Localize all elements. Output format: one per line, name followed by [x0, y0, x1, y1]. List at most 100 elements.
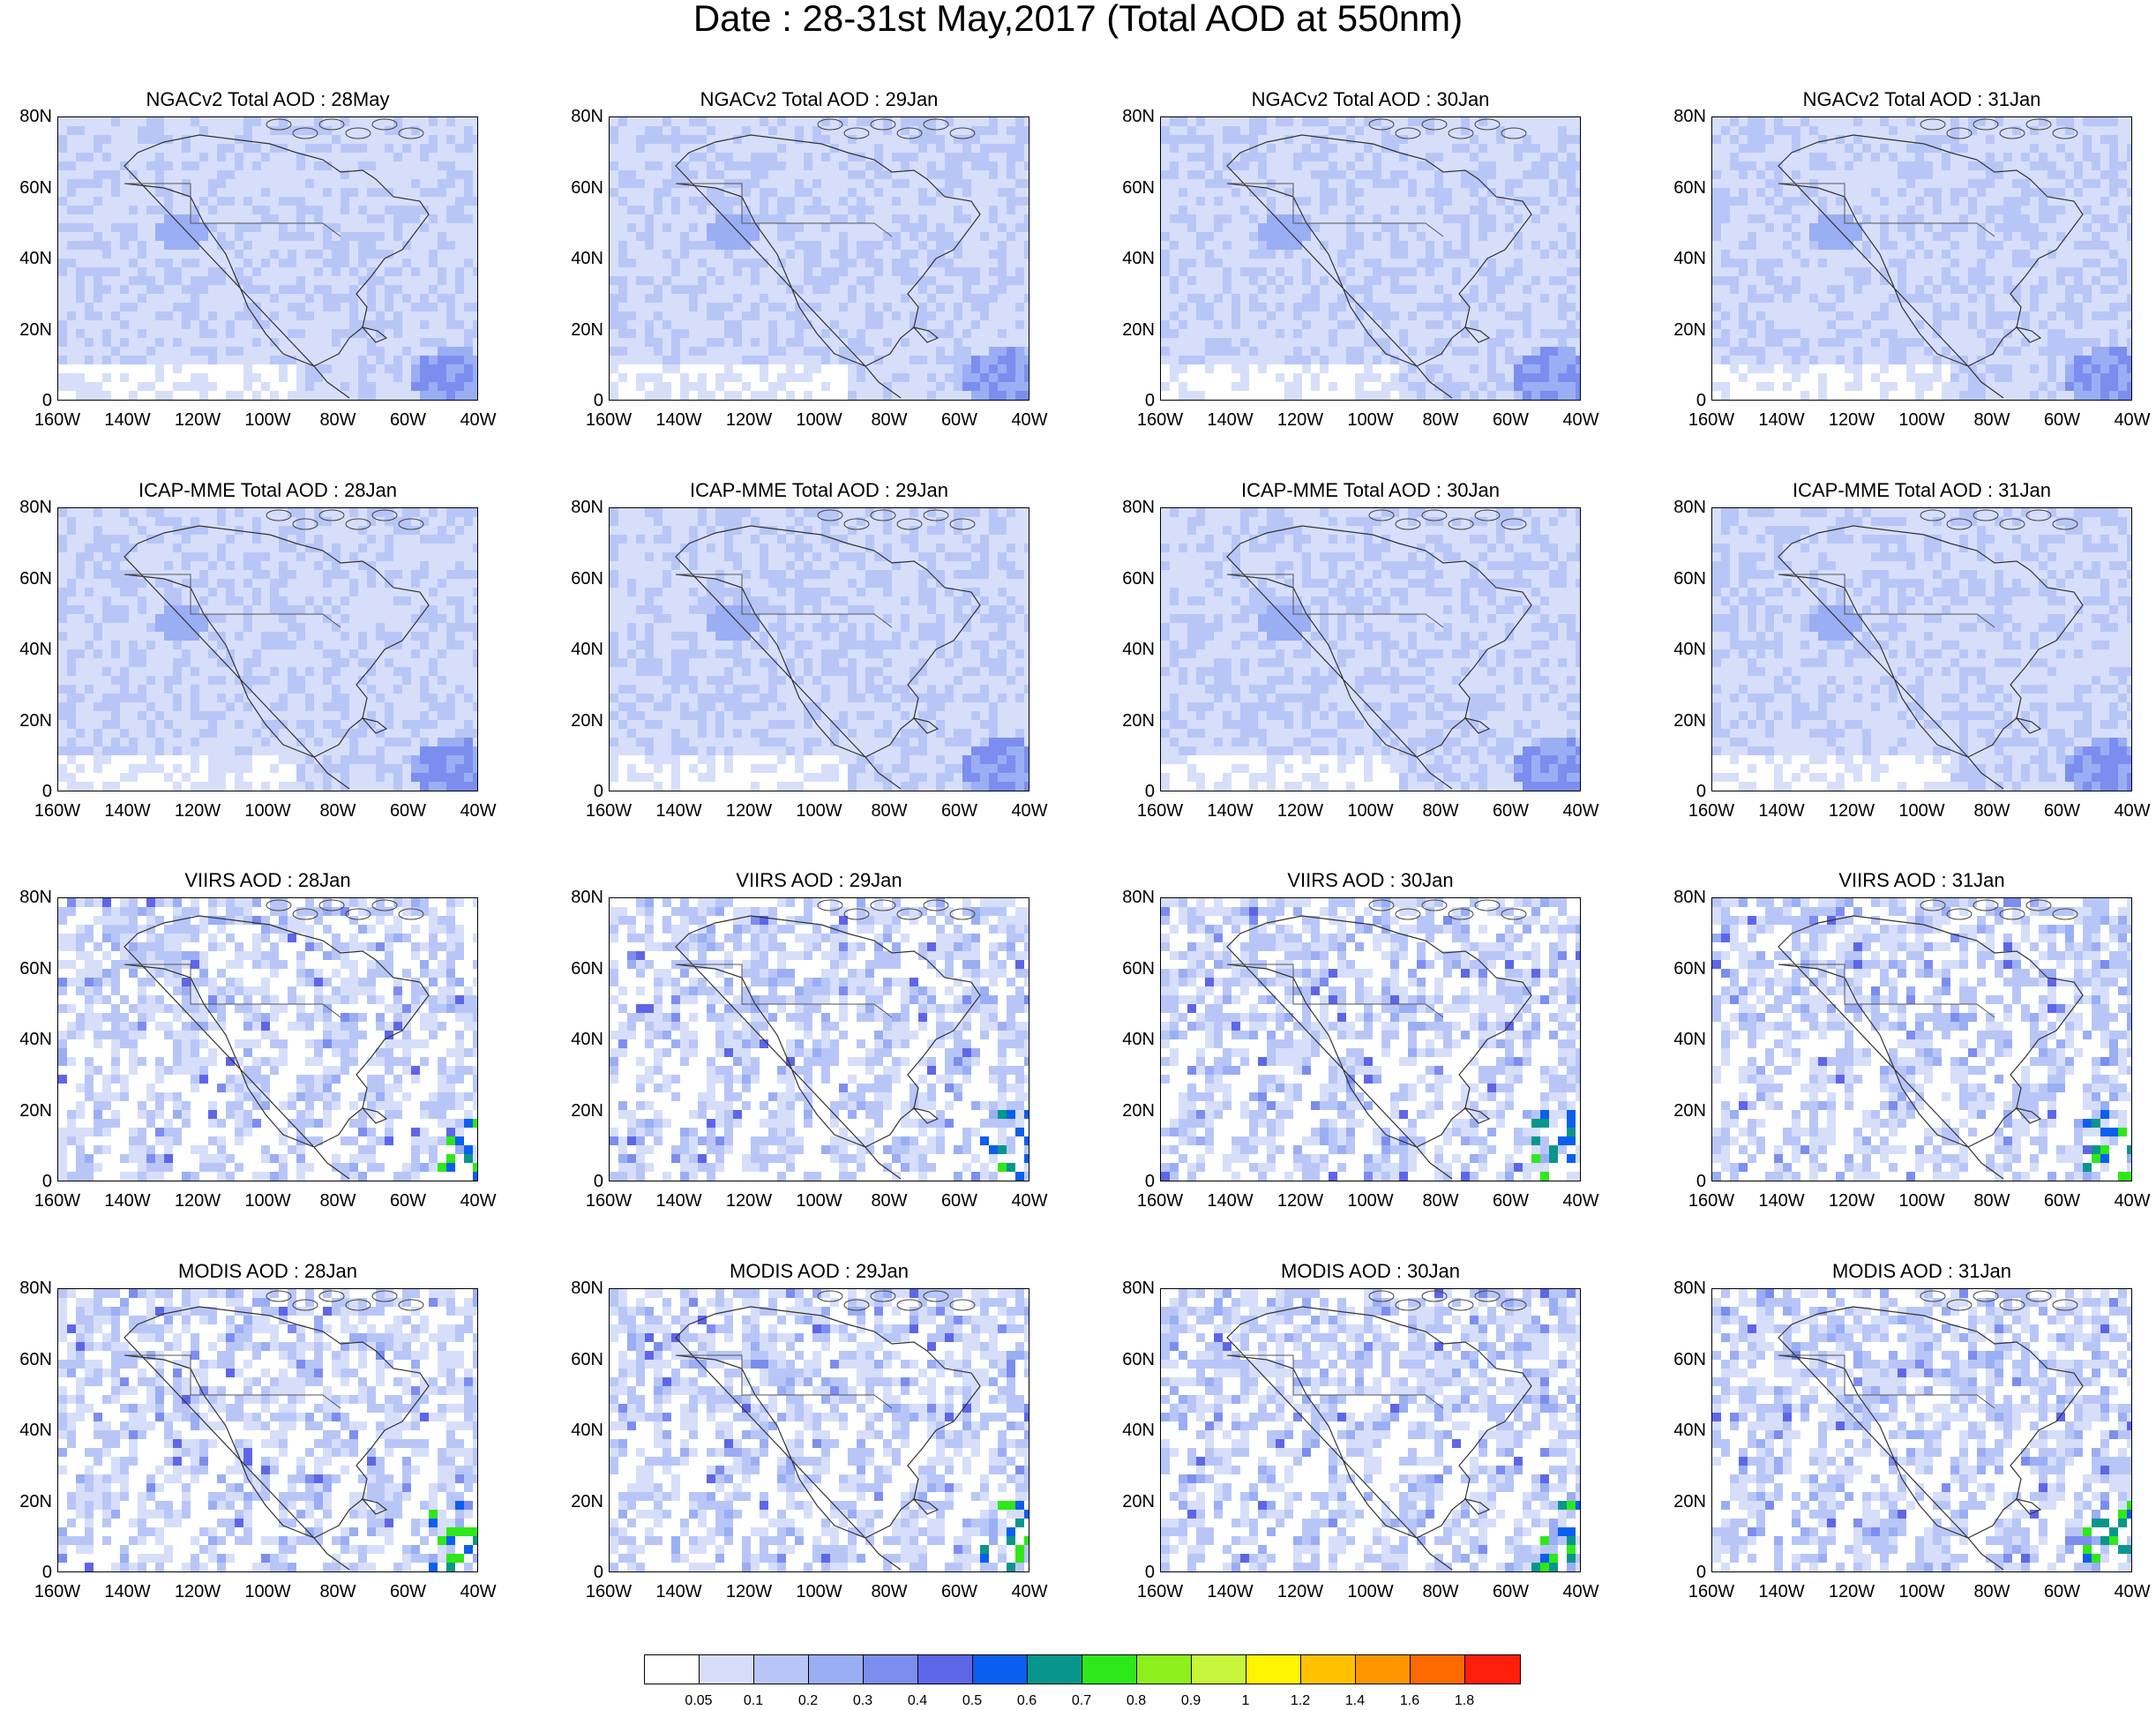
aod-grid-cell	[857, 259, 865, 267]
aod-grid-cell	[1170, 241, 1179, 250]
aod-grid-cell	[1223, 153, 1231, 161]
aod-grid-cell	[252, 320, 261, 329]
aod-grid-cell	[94, 267, 102, 276]
aod-grid-cell	[146, 382, 155, 391]
aod-grid-cell	[1514, 117, 1523, 126]
aod-grid-cell	[998, 179, 1007, 188]
aod-grid-cell	[1399, 356, 1408, 364]
aod-grid-cell	[1015, 223, 1024, 232]
aod-grid-cell	[332, 206, 341, 214]
aod-grid-cell	[962, 179, 971, 188]
aod-grid-cell	[155, 294, 164, 303]
aod-grid-cell	[182, 267, 191, 276]
aod-grid-cell	[724, 206, 733, 214]
aod-grid-cell	[1496, 144, 1505, 153]
aod-grid-cell	[645, 144, 654, 153]
aod-grid-cell	[936, 347, 945, 356]
aod-grid-cell	[724, 232, 733, 241]
aod-grid-cell	[1479, 197, 1487, 206]
aod-grid-cell	[58, 188, 67, 197]
aod-grid-cell	[67, 117, 76, 126]
aod-grid-cell	[146, 170, 155, 179]
aod-grid-cell	[998, 303, 1007, 311]
aod-grid-cell	[1871, 126, 1880, 135]
aod-grid-cell	[680, 241, 689, 250]
aod-grid-cell	[1809, 161, 1818, 170]
aod-grid-cell	[341, 241, 349, 250]
aod-grid-cell	[1170, 400, 1179, 401]
aod-grid-cell	[129, 259, 138, 267]
aod-grid-cell	[1549, 170, 1558, 179]
aod-grid-cell	[1231, 223, 1240, 232]
aod-grid-cell	[715, 223, 724, 232]
aod-grid-cell	[420, 276, 429, 285]
aod-grid-cell	[1311, 311, 1320, 320]
aod-grid-cell	[111, 320, 120, 329]
aod-grid-cell	[865, 329, 874, 338]
aod-grid-cell	[191, 329, 199, 338]
aod-grid-cell	[848, 364, 857, 373]
aod-grid-cell	[663, 126, 671, 135]
aod-grid-cell	[288, 223, 296, 232]
aod-grid-cell	[1240, 126, 1249, 135]
aod-grid-cell	[1267, 161, 1276, 170]
aod-grid-cell	[420, 144, 429, 153]
aod-grid-cell	[314, 232, 323, 241]
aod-grid-cell	[402, 188, 411, 197]
aod-grid-cell	[173, 117, 182, 126]
aod-grid-cell	[1293, 285, 1302, 294]
aod-grid-cell	[1576, 126, 1580, 135]
aod-grid-cell	[411, 294, 420, 303]
aod-grid-cell	[182, 206, 191, 214]
aod-grid-cell	[252, 241, 261, 250]
aod-grid-cell	[1514, 259, 1523, 267]
aod-grid-cell	[385, 214, 393, 223]
aod-grid-cell	[1408, 303, 1417, 311]
aod-grid-cell	[464, 232, 473, 241]
aod-grid-cell	[173, 232, 182, 241]
aod-grid-cell	[927, 188, 936, 197]
aod-grid-cell	[689, 347, 698, 356]
aod-grid-cell	[1523, 206, 1531, 214]
aod-grid-cell	[1968, 144, 1977, 153]
aod-grid-cell	[296, 223, 305, 232]
aod-grid-cell	[1329, 285, 1337, 294]
aod-grid-cell	[1765, 135, 1774, 144]
aod-grid-cell	[473, 117, 477, 126]
aod-grid-cell	[129, 303, 138, 311]
aod-grid-cell	[164, 232, 173, 241]
aod-grid-cell	[1800, 161, 1809, 170]
aod-grid-cell	[1276, 241, 1284, 250]
aod-grid-cell	[610, 329, 618, 338]
aod-grid-cell	[358, 250, 367, 259]
aod-grid-cell	[1853, 161, 1862, 170]
aod-grid-cell	[1320, 250, 1329, 259]
aod-grid-cell	[102, 294, 111, 303]
aod-grid-cell	[367, 161, 376, 170]
aod-grid-cell	[314, 391, 323, 400]
aod-grid-cell	[208, 241, 217, 250]
aod-grid-cell	[768, 294, 777, 303]
aod-grid-cell	[715, 329, 724, 338]
aod-grid-cell	[429, 400, 438, 401]
aod-grid-cell	[420, 347, 429, 356]
aod-grid-cell	[67, 161, 76, 170]
aod-grid-cell	[235, 311, 243, 320]
aod-grid-cell	[1214, 347, 1223, 356]
aod-grid-cell	[1276, 170, 1284, 179]
aod-grid-cell	[1293, 250, 1302, 259]
aod-grid-cell	[910, 285, 918, 294]
aod-grid-cell	[645, 161, 654, 170]
aod-grid-cell	[411, 391, 420, 400]
aod-grid-cell	[1774, 153, 1783, 161]
aod-grid-cell	[1523, 267, 1531, 276]
aod-grid-cell	[102, 144, 111, 153]
aod-grid-cell	[1452, 356, 1461, 364]
aod-grid-cell	[918, 356, 927, 364]
aod-grid-cell	[102, 356, 111, 364]
aod-grid-cell	[438, 311, 446, 320]
aod-grid-cell	[252, 347, 261, 356]
aod-grid-cell	[1505, 303, 1514, 311]
aod-grid-cell	[839, 347, 848, 356]
aod-grid-cell	[1311, 382, 1320, 391]
